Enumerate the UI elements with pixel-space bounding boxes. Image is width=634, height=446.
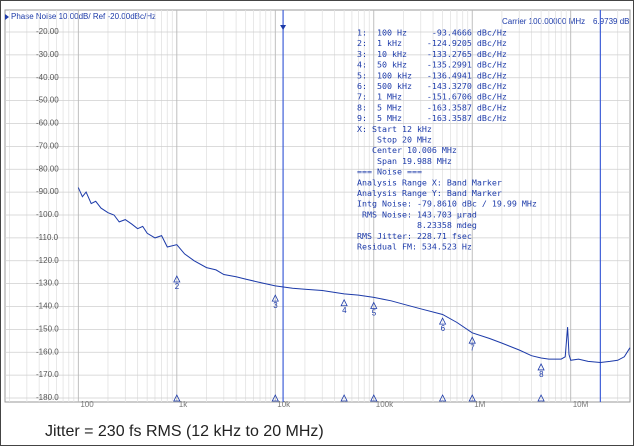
marker-label: 7 — [470, 343, 475, 352]
y-tick-label: -160.0 — [36, 347, 59, 356]
y-tick-label: -80.00 — [36, 164, 59, 173]
marker-foot — [370, 394, 378, 402]
marker-foot — [271, 394, 279, 402]
marker-table-line: 4: 50 kHz -135.2991 dBc/Hz — [357, 60, 507, 70]
marker-label: 4 — [342, 306, 347, 315]
marker-foot — [537, 394, 545, 402]
marker — [173, 275, 181, 283]
x-tick-label: 1k — [179, 400, 188, 409]
y-tick-label: -140.0 — [36, 302, 59, 311]
marker-foot — [340, 394, 348, 402]
marker — [468, 336, 476, 344]
marker — [370, 301, 378, 309]
marker-foot — [438, 394, 447, 402]
band-flag — [280, 25, 287, 30]
marker — [340, 298, 348, 307]
x-tick-label: 1M — [474, 400, 485, 409]
y-tick-label: -20.00 — [36, 27, 59, 36]
x-tick-label: 10k — [277, 400, 291, 409]
marker-label: 8 — [539, 370, 544, 379]
x-tick-label: 10M — [573, 400, 589, 409]
level: 6.9739 dB — [593, 17, 629, 26]
marker — [438, 317, 447, 325]
y-tick-label: -100.0 — [36, 210, 59, 219]
marker-table-line: RMS Jitter: 228.71 fsec — [357, 231, 472, 241]
y-tick-label: -40.00 — [36, 73, 59, 82]
marker — [271, 294, 279, 302]
marker-table-line: X: Start 12 kHz — [357, 124, 432, 134]
y-tick-label: -70.00 — [36, 141, 59, 150]
marker-table-line: Intg Noise: -79.8610 dBc / 19.99 MHz — [357, 199, 537, 209]
marker-label: 6 — [441, 324, 446, 333]
chart-title: Phase Noise 10.00dB/ Ref -20.00dBc/Hz — [11, 12, 156, 21]
caption: Jitter = 230 fs RMS (12 kHz to 20 MHz) — [45, 423, 324, 440]
marker-table-line: 6: 500 kHz -143.3270 dBc/Hz — [357, 81, 507, 91]
marker-table-line: Stop 20 MHz — [357, 135, 432, 145]
marker-table-line: 9: 5 MHz -163.3587 dBc/Hz — [357, 113, 507, 123]
marker-table-line: 3: 10 kHz -133.2765 dBc/Hz — [357, 49, 507, 59]
marker-table-line: 2: 1 kHz -124.9205 dBc/Hz — [357, 38, 507, 48]
y-tick-label: -130.0 — [36, 279, 59, 288]
marker-table-line: 5: 100 kHz -136.4941 dBc/Hz — [357, 70, 507, 80]
y-tick-label: -50.00 — [36, 96, 59, 105]
y-tick-label: -110.0 — [36, 233, 59, 242]
marker-label: 2 — [175, 282, 180, 291]
carrier: Carrier 100.00000 MHz — [502, 17, 585, 26]
marker-foot — [468, 394, 476, 402]
y-tick-label: -90.00 — [36, 187, 59, 196]
marker-table-line: Residual FM: 534.523 Hz — [357, 242, 472, 252]
marker-table-line: Span 19.988 MHz — [357, 156, 452, 166]
y-tick-label: -60.00 — [36, 119, 59, 128]
marker-table-line: Analysis Range X: Band Marker — [357, 177, 502, 187]
marker — [537, 363, 545, 371]
marker-label: 5 — [372, 309, 377, 318]
marker-table-line: Analysis Range Y: Band Marker — [357, 188, 502, 198]
marker-table-line: === Noise === — [357, 167, 422, 177]
y-tick-label: -120.0 — [36, 256, 59, 265]
plot-frame — [4, 9, 631, 403]
marker-foot — [173, 394, 181, 402]
marker-table-line: 8: 5 MHz -163.3587 dBc/Hz — [357, 102, 507, 112]
trace-indicator — [5, 14, 9, 20]
trace — [77, 187, 631, 364]
x-tick-label: 100 — [80, 400, 94, 409]
y-tick-label: -30.00 — [36, 50, 59, 59]
x-tick-label: 100k — [376, 400, 394, 409]
marker-table-line: Center 10.006 MHz — [357, 145, 457, 155]
y-tick-label: -180.0 — [36, 393, 59, 402]
marker-label: 3 — [273, 301, 278, 310]
marker-table-line: RMS Noise: 143.703 µrad — [357, 209, 477, 219]
marker-table-line: 1: 100 Hz -93.4666 dBc/Hz — [357, 28, 507, 38]
y-tick-label: -170.0 — [36, 370, 59, 379]
marker-table-line: 8.23358 mdeg — [357, 220, 477, 230]
marker-table-line: 7: 1 MHz -151.6706 dBc/Hz — [357, 92, 507, 102]
y-tick-label: -150.0 — [36, 324, 59, 333]
